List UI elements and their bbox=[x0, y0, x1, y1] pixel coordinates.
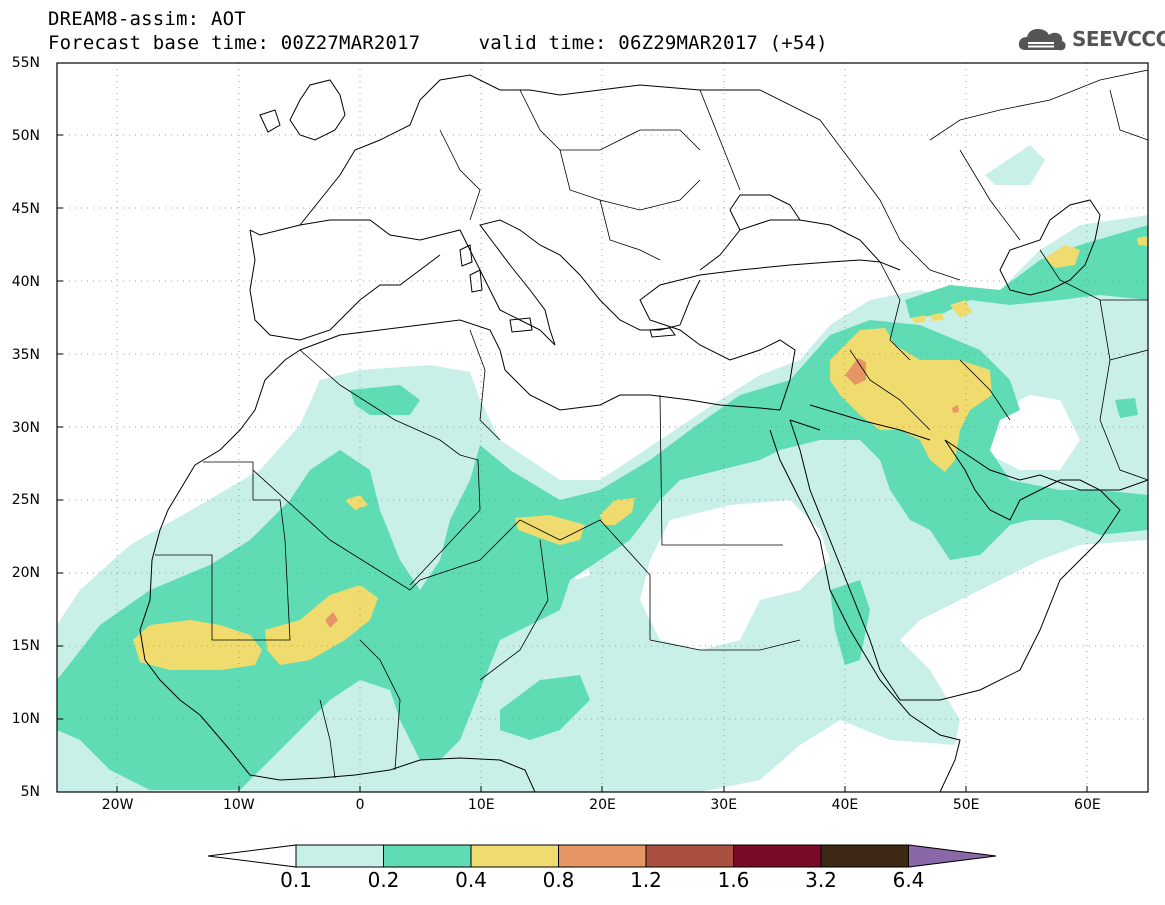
lat-tick-label: 20N bbox=[11, 565, 40, 582]
lon-tick-label: 20W bbox=[101, 797, 134, 813]
lat-tick-label: 30N bbox=[11, 419, 40, 436]
lat-tick-label: 10N bbox=[11, 711, 40, 728]
lat-tick-label: 55N bbox=[11, 55, 40, 71]
colorbar-swatch bbox=[820, 844, 909, 868]
chart-title: DREAM8-assim: AOT bbox=[48, 8, 246, 30]
colorbar-swatch bbox=[295, 844, 384, 868]
aot-shade-0.2 bbox=[57, 225, 1148, 790]
seevccc-logo: SEEVCCC bbox=[1016, 24, 1165, 54]
lon-tick-label: 20E bbox=[589, 797, 616, 813]
lat-tick-label: 25N bbox=[11, 492, 40, 509]
colorbar-label: 0.1 bbox=[280, 868, 312, 892]
colorbar-under-arrow bbox=[207, 844, 297, 868]
chart-subtitle: Forecast base time: 00Z27MAR2017 valid t… bbox=[48, 32, 828, 54]
colorbar-label: 0.2 bbox=[367, 868, 400, 892]
logo-text: SEEVCCC bbox=[1072, 27, 1165, 51]
aot-shade-0.8 bbox=[325, 358, 959, 628]
colorbar-label: 6.4 bbox=[892, 868, 925, 892]
lon-tick-label: 10W bbox=[222, 797, 255, 813]
colorbar-label: 1.6 bbox=[717, 868, 750, 892]
aot-shade-0.4 bbox=[133, 236, 1148, 670]
lat-tick-label: 45N bbox=[11, 200, 40, 217]
lat-tick-label: 40N bbox=[11, 273, 40, 290]
axis-ticks bbox=[57, 134, 1088, 792]
colorbar-label: 3.2 bbox=[805, 868, 837, 892]
cloud-icon bbox=[1018, 29, 1066, 51]
lon-tick-label: 0 bbox=[355, 797, 365, 813]
lon-tick-label: 10E bbox=[467, 797, 495, 813]
coastlines bbox=[139, 74, 1148, 792]
lon-tick-label: 50E bbox=[952, 797, 980, 813]
lon-tick-label: 40E bbox=[831, 797, 859, 813]
colorbar-swatch bbox=[470, 844, 559, 868]
lon-tick-label: 30E bbox=[710, 797, 738, 813]
lon-tick-label: 60E bbox=[1074, 797, 1101, 813]
colorbar-swatch bbox=[558, 844, 647, 868]
lat-tick-label: 35N bbox=[11, 346, 40, 363]
lat-tick-label: 50N bbox=[11, 127, 40, 144]
lat-tick-label: 15N bbox=[11, 638, 40, 655]
colorbar-swatch bbox=[383, 844, 472, 868]
colorbar-label: 0.8 bbox=[542, 868, 575, 892]
colorbar-label: 1.2 bbox=[630, 868, 662, 892]
colorbar bbox=[207, 844, 997, 868]
colorbar-swatch bbox=[645, 844, 734, 868]
lat-tick-label: 5N bbox=[20, 784, 40, 800]
country-borders bbox=[155, 69, 1148, 779]
colorbar-label: 0.4 bbox=[455, 868, 487, 892]
colorbar-swatch bbox=[733, 844, 822, 868]
colorbar-over-arrow bbox=[908, 844, 997, 868]
